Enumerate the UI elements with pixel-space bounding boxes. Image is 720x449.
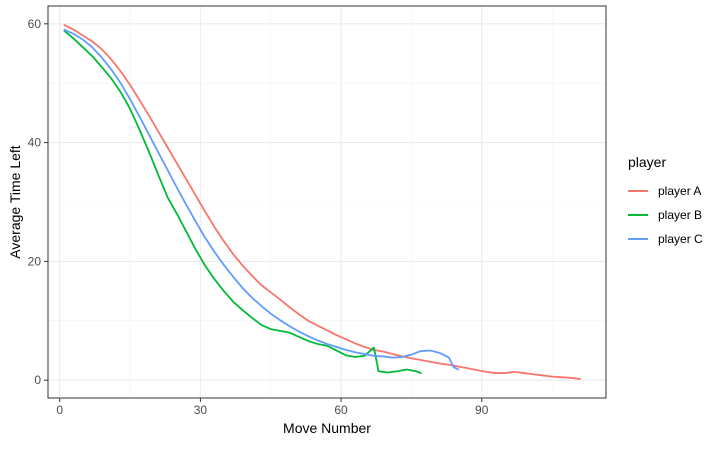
x-tick-label: 60 xyxy=(334,403,348,417)
minor-gridlines xyxy=(48,6,606,398)
legend-label: player A xyxy=(658,184,701,198)
plot-border xyxy=(47,5,607,399)
x-tick-label: 30 xyxy=(194,403,208,417)
x-axis-label: Move Number xyxy=(283,420,371,436)
series-lines xyxy=(63,24,582,380)
y-axis: 0 20 40 60 xyxy=(28,17,48,387)
series-line-player-a xyxy=(63,24,582,380)
x-tick-label: 90 xyxy=(475,403,489,417)
y-tick-label: 20 xyxy=(28,254,42,268)
legend: player player A player B player C xyxy=(628,154,703,246)
series-line-player-c xyxy=(63,28,460,371)
legend-label: player C xyxy=(658,232,703,246)
y-tick-label: 60 xyxy=(28,17,42,31)
y-axis-label: Average Time Left xyxy=(7,145,23,258)
legend-title: player xyxy=(628,154,666,170)
x-tick-label: 0 xyxy=(56,403,63,417)
legend-label: player B xyxy=(658,208,702,222)
series-line-player-b xyxy=(63,30,422,374)
major-gridlines xyxy=(48,6,606,398)
y-tick-label: 40 xyxy=(28,136,42,150)
y-tick-label: 0 xyxy=(34,373,41,387)
x-axis: 0 30 60 90 xyxy=(56,398,489,417)
